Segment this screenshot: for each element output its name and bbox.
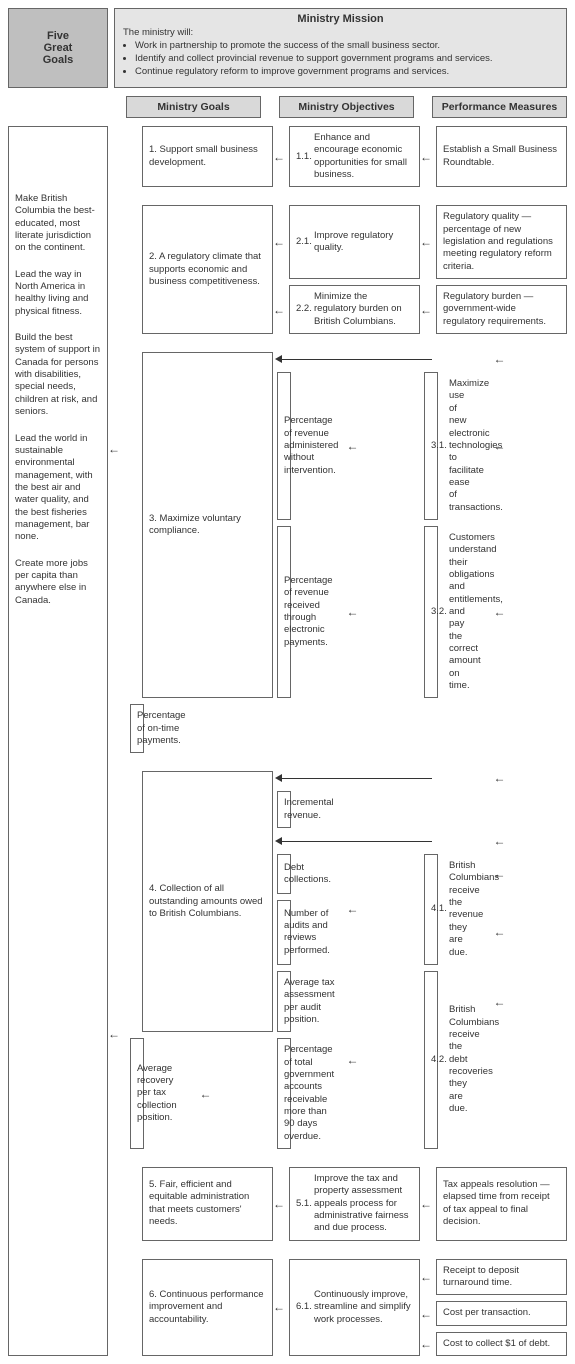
measure-cell: Establish a Small Business Roundtable. <box>436 126 567 187</box>
arrow-left-icon: ← <box>420 1167 432 1241</box>
arrow-left-icon: ← <box>432 372 567 520</box>
arrow-left-icon: ← <box>420 285 432 334</box>
col-header-goals: Ministry Goals <box>126 96 261 118</box>
arrow-left-icon: ← <box>273 205 285 279</box>
five-great-goals-header: Five Great Goals <box>8 8 108 88</box>
measure-cell: Percentage of on-time payments. <box>130 704 144 753</box>
measure-cell: Cost per transaction. <box>436 1301 567 1325</box>
goals-para: Create more jobs per capita than anywher… <box>15 558 101 607</box>
arrow-left-icon: ← <box>432 900 567 965</box>
arrow-left-icon: ← <box>273 1167 285 1241</box>
mission-bullet: Continue regulatory reform to improve go… <box>135 66 558 79</box>
measure-cell: Number of audits and reviews performed. <box>277 900 291 965</box>
arrow-left-icon: ← <box>420 1301 432 1325</box>
arrow-left-icon: ← <box>432 854 567 894</box>
objective-cell: 2.1.Improve regulatory quality. <box>289 205 420 279</box>
spacer <box>8 96 108 118</box>
mission-bullet: Work in partnership to promote the succe… <box>135 40 558 53</box>
measure-cell: Cost to collect $1 of debt. <box>436 1332 567 1356</box>
objective-cell: 2.2.Minimize the regulatory burden on Br… <box>289 285 420 334</box>
measure-cell: Percentage of total government accounts … <box>277 1038 291 1149</box>
objective-cell: 6.1.Continuously improve, streamline and… <box>289 1259 420 1356</box>
main-row: Make British Columbia the best-educated,… <box>8 126 567 1356</box>
arrow-left-icon: ← <box>420 126 432 187</box>
arrow-left-icon: ← <box>420 205 432 279</box>
measure-cell: Regulatory quality — percentage of new l… <box>436 205 567 279</box>
arrow-left-icon: ← <box>108 1027 120 1041</box>
arrow-left-icon: ← <box>285 526 420 698</box>
goals-para: Build the best system of support in Cana… <box>15 332 101 418</box>
side-arrow-column: ← ← <box>108 126 120 1356</box>
objective-cell: 5.1.Improve the tax and property assessm… <box>289 1167 420 1241</box>
mission-list: Work in partnership to promote the succe… <box>123 40 558 78</box>
measure-cell: Tax appeals resolution — elapsed time fr… <box>436 1167 567 1241</box>
measure-cell: Receipt to deposit turnaround time. <box>436 1259 567 1296</box>
arrow-left-icon: ← <box>432 971 567 1032</box>
long-arrow-icon <box>273 352 432 366</box>
arrow-left-icon: ← <box>138 1038 273 1149</box>
measure-cell: Incremental revenue. <box>277 791 291 828</box>
arrow-left-icon: ← <box>273 1259 285 1356</box>
arrow-left-icon: ← <box>432 834 567 848</box>
goal-cell: 5. Fair, efficient and equitable adminis… <box>142 1167 273 1241</box>
mission-box: Ministry Mission The ministry will: Work… <box>114 8 567 88</box>
mission-title: Ministry Mission <box>123 13 558 25</box>
five-goals-body: Make British Columbia the best-educated,… <box>8 126 108 1356</box>
measure-cell: Regulatory burden — government-wide regu… <box>436 285 567 334</box>
arrow-left-icon: ← <box>432 771 567 785</box>
arrow-left-icon: ← <box>285 372 420 520</box>
goal-cell: 4. Collection of all outstanding amounts… <box>142 771 273 1032</box>
goals-para: Make British Columbia the best-educated,… <box>15 193 101 255</box>
arrow-left-icon: ← <box>273 285 285 334</box>
mission-intro: The ministry will: <box>123 27 558 38</box>
five-great-goals-label: Five Great Goals <box>43 30 74 66</box>
arrow-left-icon: ← <box>420 1332 432 1356</box>
arrow-left-icon: ← <box>420 1259 432 1296</box>
objective-cell: 1.1.Enhance and encourage economic oppor… <box>289 126 420 187</box>
goal-cell: 3. Maximize voluntary compliance. <box>142 352 273 698</box>
top-row: Five Great Goals Ministry Mission The mi… <box>8 8 567 88</box>
column-headers-row: Ministry Goals Ministry Objectives Perfo… <box>8 96 567 118</box>
arrow-left-icon: ← <box>432 526 567 698</box>
arrow-left-icon: ← <box>432 352 567 366</box>
mission-bullet: Identify and collect provincial revenue … <box>135 53 558 66</box>
goals-para: Lead the world in sustainable environmen… <box>15 433 101 544</box>
arrow-left-icon: ← <box>108 442 120 456</box>
arrow-left-icon: ← <box>273 126 285 187</box>
grid: 1. Support small business development. ←… <box>126 126 567 1356</box>
goal-cell: 1. Support small business development. <box>142 126 273 187</box>
col-header-objectives: Ministry Objectives <box>279 96 414 118</box>
long-arrow-icon <box>273 771 432 785</box>
goals-para: Lead the way in North America in healthy… <box>15 269 101 318</box>
goal-cell: 2. A regulatory climate that supports ec… <box>142 205 273 334</box>
goal-cell: 6. Continuous performance improvement an… <box>142 1259 273 1356</box>
long-arrow-icon <box>273 834 432 848</box>
col-header-measures: Performance Measures <box>432 96 567 118</box>
page: Five Great Goals Ministry Mission The mi… <box>8 8 567 1356</box>
